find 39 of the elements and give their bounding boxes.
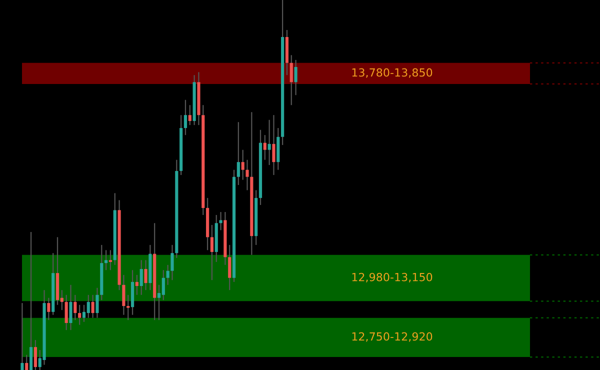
candlestick	[166, 264, 170, 286]
candlestick	[188, 104, 192, 126]
candlestick	[122, 274, 126, 316]
candlestick	[74, 294, 77, 321]
candlestick	[290, 54, 293, 106]
candlestick	[91, 294, 94, 318]
candlestick	[272, 114, 276, 176]
band-label: 12,980-13,150	[352, 272, 432, 282]
candlestick	[69, 284, 72, 331]
candlestick	[96, 287, 99, 318]
candlestick	[294, 59, 298, 96]
candlestick	[25, 354, 28, 370]
candlestick	[20, 302, 24, 370]
band-label: 12,750-12,920	[352, 332, 432, 342]
candlestick	[246, 159, 249, 191]
candlestick	[219, 211, 222, 231]
candlestick	[78, 304, 82, 326]
candlestick	[126, 294, 130, 321]
candlestick	[108, 250, 112, 271]
candlestick	[241, 149, 244, 180]
candlestick	[228, 244, 232, 291]
candlestick	[268, 119, 271, 166]
candlestick	[135, 274, 138, 296]
candlestick	[29, 231, 33, 370]
candlestick	[236, 122, 240, 186]
candlestick	[184, 99, 188, 136]
candlestick	[34, 339, 37, 370]
candlestick	[170, 244, 174, 281]
candlestick	[47, 297, 50, 321]
candlestick	[210, 224, 214, 281]
candlestick	[86, 294, 90, 318]
candlestick	[144, 260, 148, 291]
candlestick	[263, 134, 266, 160]
band-label: 13,780-13,850	[352, 68, 432, 78]
candlestick	[64, 294, 68, 331]
candlestick	[162, 270, 165, 301]
candlestick	[104, 250, 108, 271]
candlestick	[140, 260, 143, 296]
candlestick	[82, 304, 86, 322]
